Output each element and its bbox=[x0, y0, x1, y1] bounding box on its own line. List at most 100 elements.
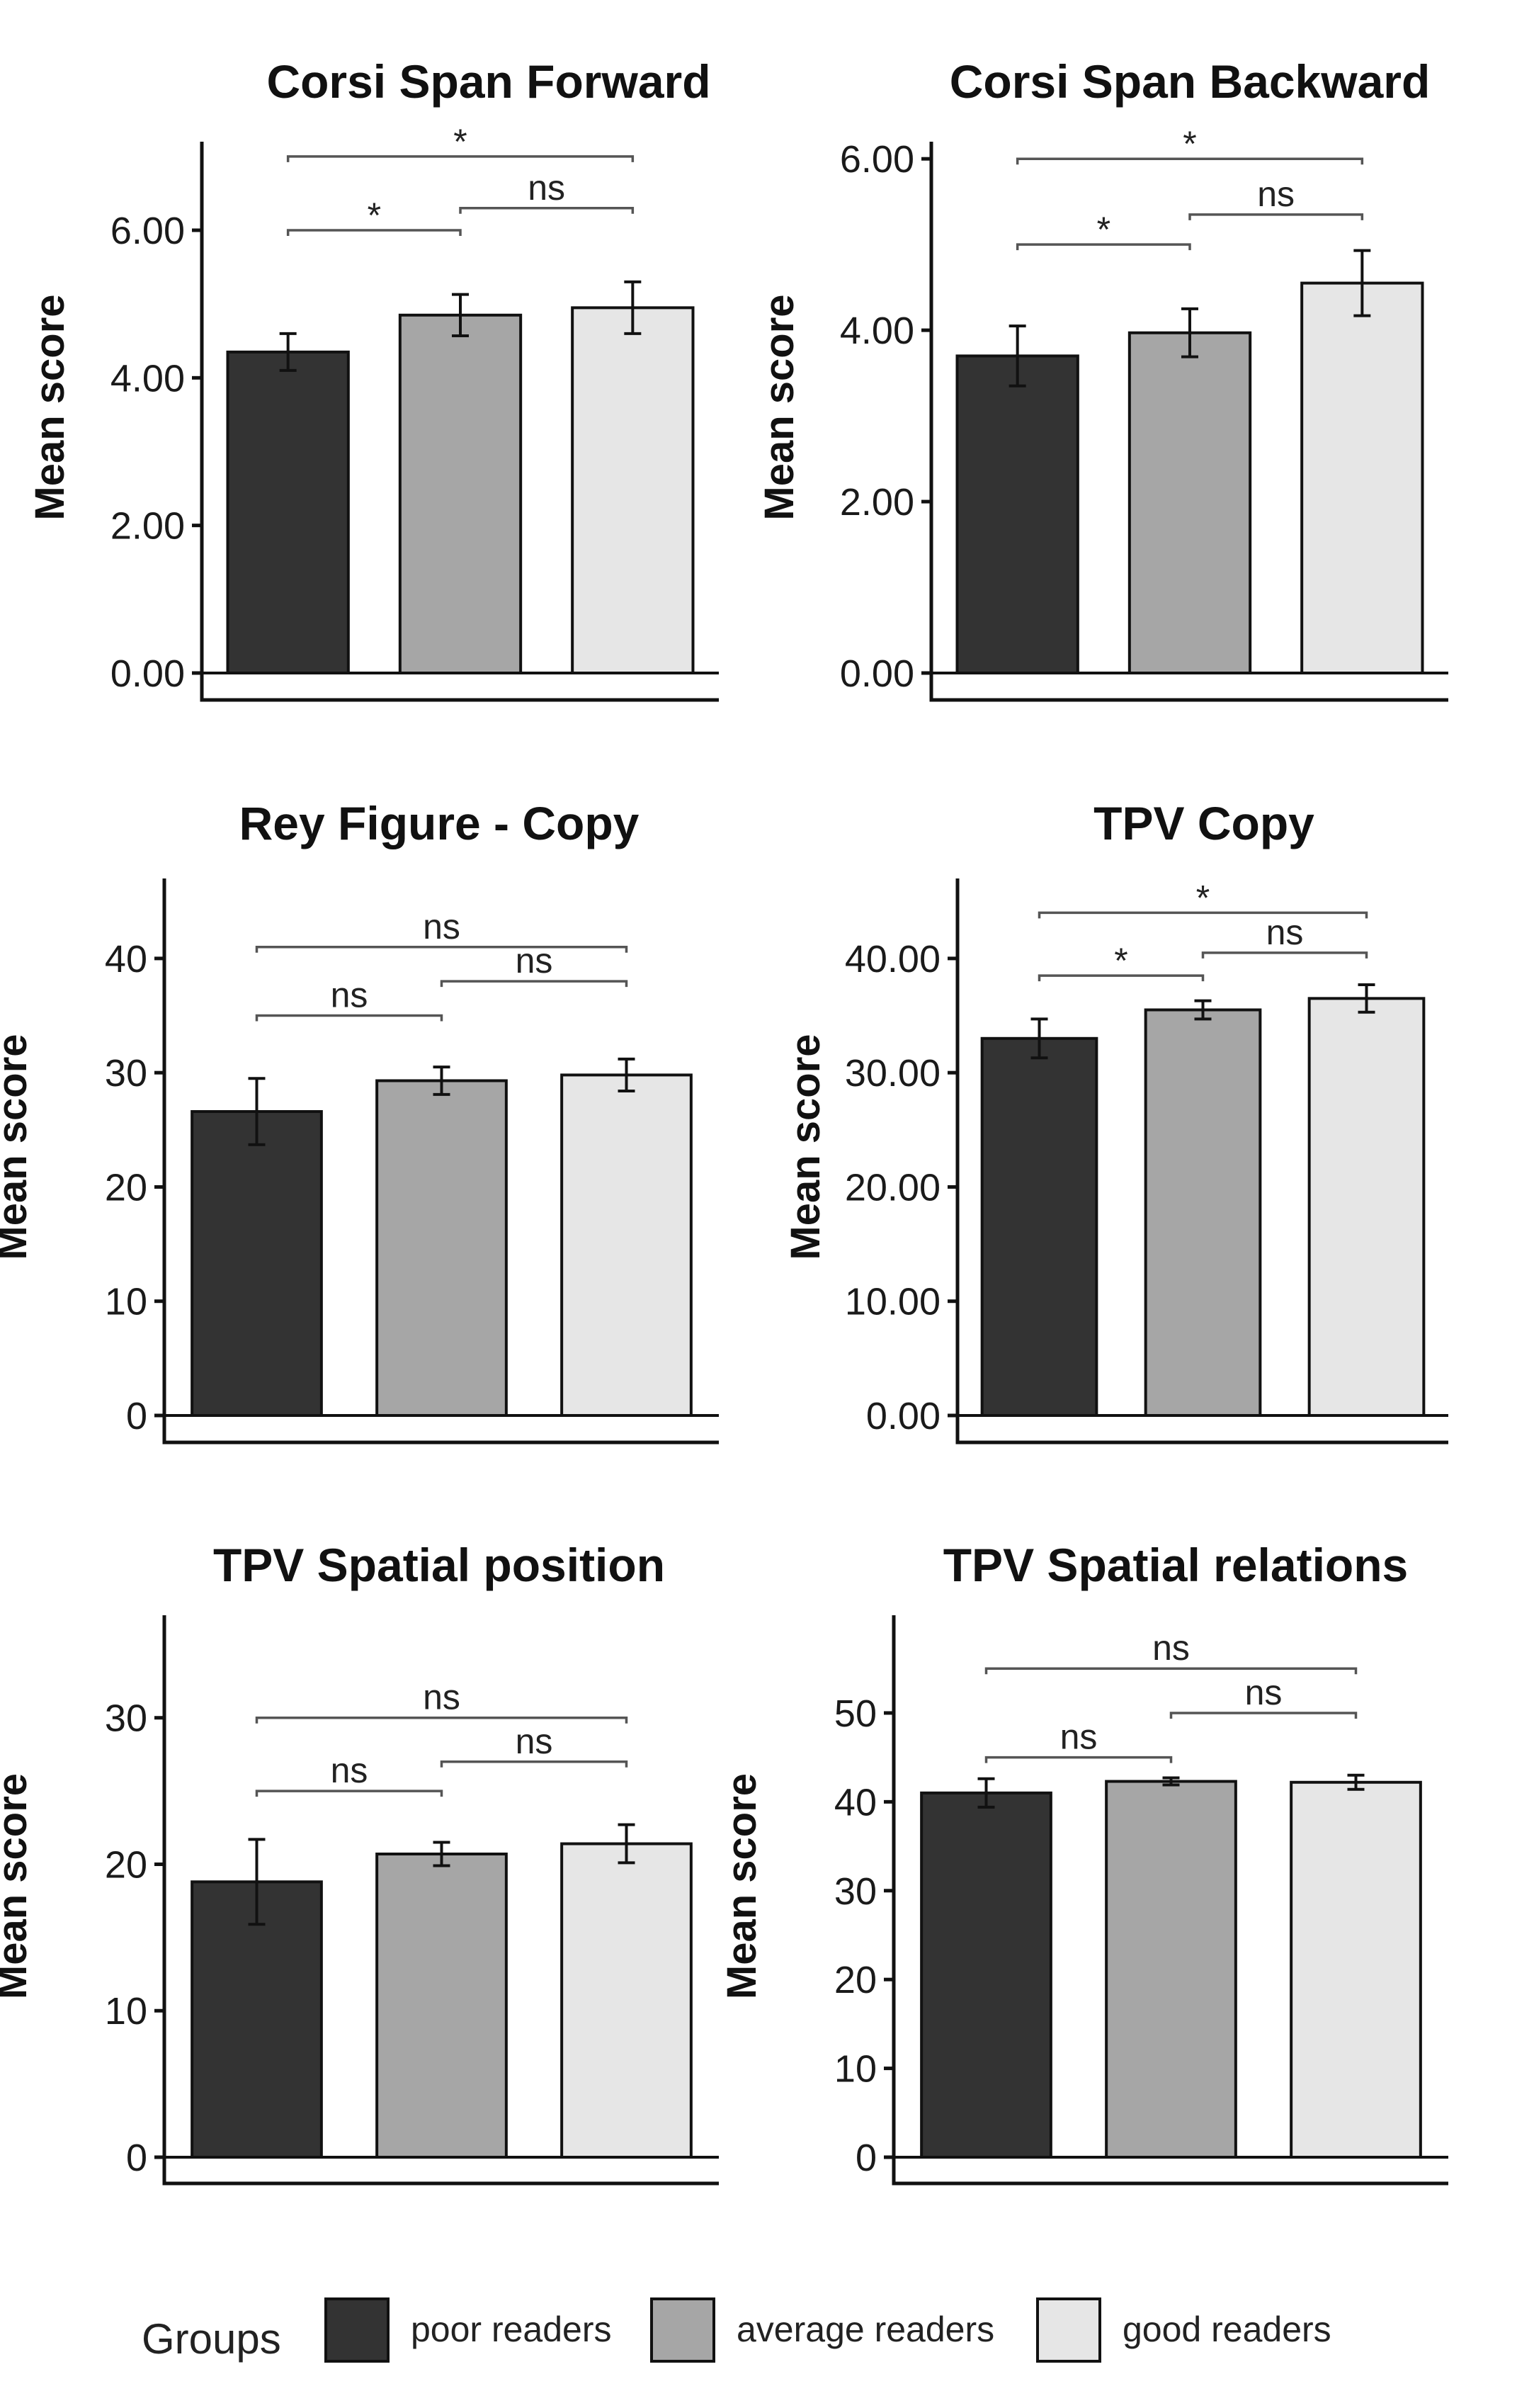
y-tick-label: 10 bbox=[834, 2048, 877, 2091]
bar-poor-readers bbox=[191, 1880, 323, 2159]
chart-panel-1: Corsi Span Forward Mean score 0.00 2.00 4.00… bbox=[27, 55, 719, 702]
y-tick-label: 4.00 bbox=[840, 310, 914, 352]
bar-average-readers bbox=[375, 1853, 508, 2159]
significance-label: ns bbox=[516, 941, 553, 980]
y-tick-label: 0 bbox=[126, 2137, 147, 2179]
significance-label: ns bbox=[528, 168, 565, 208]
legend-swatch-good-readers bbox=[1036, 2297, 1101, 2363]
legend-title: Groups bbox=[142, 2315, 281, 2363]
error-bar bbox=[452, 293, 469, 337]
significance-label: * bbox=[368, 196, 381, 235]
significance-bracket bbox=[440, 980, 628, 988]
error-bar bbox=[248, 1838, 266, 1926]
y-tick-label: 40 bbox=[105, 938, 147, 980]
significance-bracket bbox=[255, 946, 628, 953]
error-bar bbox=[618, 1057, 635, 1092]
axis-lines bbox=[929, 142, 1448, 702]
y-tick-label: 0.00 bbox=[840, 652, 914, 695]
y-axis-label: Mean score bbox=[0, 1773, 35, 1999]
y-tick-label: 50 bbox=[834, 1692, 877, 1735]
error-bar bbox=[1194, 999, 1212, 1021]
significance-label: * bbox=[1196, 878, 1210, 917]
chart-title: Corsi Span Backward bbox=[950, 55, 1431, 108]
error-bar bbox=[1181, 307, 1198, 358]
y-axis-label: Mean score bbox=[0, 1034, 35, 1260]
significance-label: * bbox=[1183, 124, 1196, 164]
error-bar bbox=[279, 332, 297, 372]
significance-label: ns bbox=[1257, 174, 1295, 214]
y-tick-label: 4.00 bbox=[110, 357, 185, 400]
axis-lines bbox=[162, 1615, 719, 2186]
y-tick-label: 10.00 bbox=[845, 1281, 941, 1323]
legend-swatch-average-readers bbox=[650, 2297, 715, 2363]
bar-good-readers bbox=[560, 1842, 693, 2159]
y-tick-label: 20 bbox=[105, 1166, 147, 1209]
y-tick-label: 0 bbox=[856, 2137, 877, 2179]
error-bar bbox=[433, 1841, 450, 1867]
axis-lines bbox=[200, 142, 719, 702]
axis-lines bbox=[955, 878, 1448, 1445]
y-axis-label: Mean score bbox=[719, 1773, 765, 1999]
y-tick-label: 0.00 bbox=[110, 652, 185, 695]
error-bar bbox=[433, 1065, 450, 1096]
significance-bracket bbox=[1038, 974, 1205, 982]
legend-label: poor readers bbox=[411, 2310, 612, 2349]
legend-label: average readers bbox=[737, 2310, 994, 2349]
chart-panel-2: Corsi Span Backward Mean score 0.00 2.00 4.0… bbox=[756, 55, 1448, 702]
significance-label: ns bbox=[1152, 1628, 1190, 1668]
significance-bracket bbox=[984, 1756, 1173, 1763]
bar-average-readers bbox=[1144, 1008, 1262, 1418]
y-tick-label: 20 bbox=[105, 1843, 147, 1886]
bar-good-readers bbox=[560, 1073, 693, 1417]
y-tick-label: 40.00 bbox=[845, 938, 941, 980]
legend-label: good readers bbox=[1123, 2310, 1331, 2349]
bar-average-readers bbox=[1105, 1780, 1237, 2159]
error-bar bbox=[1030, 1017, 1048, 1060]
bar-poor-readers bbox=[920, 1791, 1052, 2159]
bar-average-readers bbox=[398, 313, 523, 674]
significance-bracket bbox=[255, 1716, 628, 1724]
y-tick-label: 2.00 bbox=[110, 505, 185, 548]
bar-average-readers bbox=[375, 1079, 508, 1418]
significance-label: ns bbox=[516, 1722, 553, 1761]
chart-panel-5: TPV Spatial position Mean score 0 10 20 30 ns n… bbox=[0, 1539, 719, 2186]
significance-bracket bbox=[1016, 157, 1364, 165]
legend-items: poor readers average readers good readers bbox=[324, 2297, 1331, 2363]
y-axis-label: Mean score bbox=[27, 294, 73, 520]
error-bar bbox=[618, 1823, 635, 1865]
chart-title: Rey Figure - Copy bbox=[239, 797, 640, 849]
y-tick-label: 0.00 bbox=[866, 1395, 941, 1437]
axis-lines bbox=[162, 878, 719, 1445]
significance-bracket bbox=[286, 155, 635, 162]
significance-label: ns bbox=[1060, 1717, 1098, 1757]
axis-lines bbox=[892, 1615, 1448, 2186]
legend-swatch-poor-readers bbox=[324, 2297, 390, 2363]
y-tick-label: 30.00 bbox=[845, 1052, 941, 1095]
significance-bracket bbox=[255, 1014, 443, 1022]
y-tick-label: 20.00 bbox=[845, 1166, 941, 1209]
significance-label: ns bbox=[423, 1678, 460, 1717]
bar-good-readers bbox=[1300, 281, 1424, 674]
significance-bracket bbox=[1188, 213, 1364, 220]
chart-title: TPV Spatial relations bbox=[943, 1539, 1409, 1591]
significance-label: * bbox=[1097, 210, 1110, 249]
significance-bracket bbox=[1016, 243, 1191, 251]
significance-label: ns bbox=[1266, 912, 1304, 952]
significance-label: * bbox=[1114, 941, 1127, 980]
y-tick-label: 6.00 bbox=[110, 210, 185, 252]
chart-panel-4: TPV Copy Mean score 0.00 10.00 20.00 30.00 40.… bbox=[783, 797, 1448, 1445]
chart-title: TPV Copy bbox=[1093, 797, 1314, 849]
significance-bracket bbox=[1201, 951, 1368, 959]
y-tick-label: 6.00 bbox=[840, 138, 914, 181]
bar-poor-readers bbox=[191, 1110, 323, 1418]
legend: Groups poor readers average readers good r… bbox=[142, 2297, 1331, 2363]
significance-bracket bbox=[984, 1667, 1358, 1675]
significance-bracket bbox=[286, 229, 462, 236]
y-tick-label: 30 bbox=[105, 1697, 147, 1740]
chart-panel-6: TPV Spatial relations Mean score 0 10 20 30 40… bbox=[719, 1539, 1448, 2186]
chart-title: Corsi Span Forward bbox=[266, 55, 710, 108]
bar-poor-readers bbox=[980, 1036, 1098, 1417]
significance-label: ns bbox=[1245, 1673, 1283, 1712]
chart-title: TPV Spatial position bbox=[213, 1539, 665, 1591]
